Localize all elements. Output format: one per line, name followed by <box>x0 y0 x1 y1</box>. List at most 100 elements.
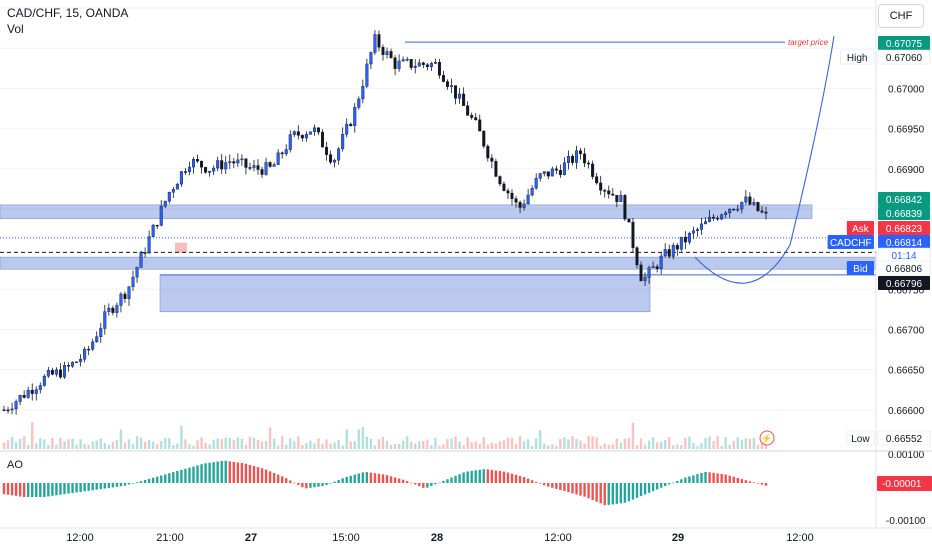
candle-body <box>486 145 490 159</box>
ao-bar <box>555 483 558 489</box>
ao-bar <box>728 475 731 483</box>
ao-bar <box>591 483 594 500</box>
candle-body <box>30 389 34 394</box>
volume-bar <box>305 443 308 449</box>
ao-bar <box>748 481 752 483</box>
volume-bar <box>63 441 66 449</box>
projection-path <box>694 36 835 284</box>
ao-current-label: -0.00001 <box>882 479 922 490</box>
volume-bar <box>716 436 719 449</box>
volume-bar <box>220 439 223 449</box>
volume-bar <box>75 444 78 449</box>
candle-body <box>587 162 591 165</box>
candle-body <box>232 161 236 164</box>
volume-bar <box>639 438 643 449</box>
volume-bar <box>313 443 316 449</box>
volume-bar <box>575 438 578 449</box>
x-tick-label: 27 <box>245 532 257 544</box>
ao-bar <box>397 478 401 483</box>
volume-bar <box>385 440 389 449</box>
candle-body <box>54 369 58 375</box>
volume-bar <box>740 439 744 449</box>
ao-bar <box>547 483 550 487</box>
ao-bar <box>655 483 659 490</box>
price-tag-box <box>878 36 930 50</box>
ao-bar <box>418 483 421 487</box>
y-tick-label: 0.66700 <box>888 325 925 336</box>
candle-body <box>679 236 683 250</box>
volume-bar <box>482 437 485 449</box>
ao-bar <box>285 478 288 483</box>
candle-body <box>542 171 546 174</box>
ao-bar <box>260 468 264 483</box>
ao-bar <box>26 483 30 497</box>
ao-bar <box>559 483 562 490</box>
ao-bar <box>575 483 578 495</box>
candle-body <box>50 370 54 375</box>
volume-bar <box>18 438 22 449</box>
ao-bar <box>22 483 26 497</box>
y-tick-label: 0.66750 <box>888 285 925 296</box>
volume-bar <box>422 440 425 449</box>
ao-bar <box>196 465 199 483</box>
candle-body <box>304 134 308 139</box>
ao-bar <box>676 480 679 483</box>
volume-bar <box>228 438 231 449</box>
candle-body <box>393 57 397 69</box>
volume-bar <box>43 439 46 449</box>
volume-bar <box>458 441 461 449</box>
ao-bar <box>309 483 312 488</box>
candle-body <box>526 194 530 205</box>
ao-bar <box>410 482 413 484</box>
ao-bar <box>345 476 348 483</box>
ao-bar <box>14 483 18 496</box>
candle-body <box>276 152 280 165</box>
candle-body <box>333 159 337 163</box>
candle-body <box>361 86 365 100</box>
candle-body <box>111 307 115 313</box>
ao-bar <box>349 475 352 483</box>
volume-bar <box>430 445 433 449</box>
candle-body <box>635 247 639 266</box>
ao-bar <box>526 478 530 483</box>
candle-body <box>212 167 216 172</box>
ao-bar <box>377 473 381 483</box>
candle-body <box>107 307 111 312</box>
candle-body <box>292 131 296 135</box>
candle-body <box>365 63 369 87</box>
volume-bar <box>192 445 195 449</box>
ao-bar <box>75 483 78 493</box>
candle-body <box>228 161 232 163</box>
volume-bar <box>301 445 304 449</box>
price-tag-name: High <box>847 53 868 64</box>
candle-body <box>240 158 244 161</box>
candle-body <box>6 409 10 412</box>
ao-bar <box>712 472 715 483</box>
volume-bar <box>196 440 199 449</box>
volume-bar <box>131 443 135 449</box>
candle-body <box>385 51 389 55</box>
price-tag-name: Ask <box>852 224 870 235</box>
candle-body <box>748 196 752 205</box>
volume-bar <box>143 441 147 449</box>
volume-bar <box>188 444 191 449</box>
currency-button[interactable]: CHF <box>878 4 924 28</box>
candle-body <box>272 164 276 167</box>
volume-bar <box>285 444 288 449</box>
candle-body <box>752 202 756 205</box>
ao-bar <box>127 483 131 485</box>
ao-bar <box>6 483 10 495</box>
candle-body <box>22 395 26 398</box>
ao-bar <box>700 473 703 483</box>
ao-bar <box>760 483 764 485</box>
price-tag-value: 0.66842 <box>886 195 923 206</box>
candle-body <box>187 166 191 173</box>
ao-bar <box>688 476 691 483</box>
candle-body <box>704 221 708 225</box>
candle-body <box>248 167 252 169</box>
candle-body <box>667 249 671 257</box>
ao-bar <box>131 483 135 484</box>
price-tag-box <box>846 430 875 446</box>
